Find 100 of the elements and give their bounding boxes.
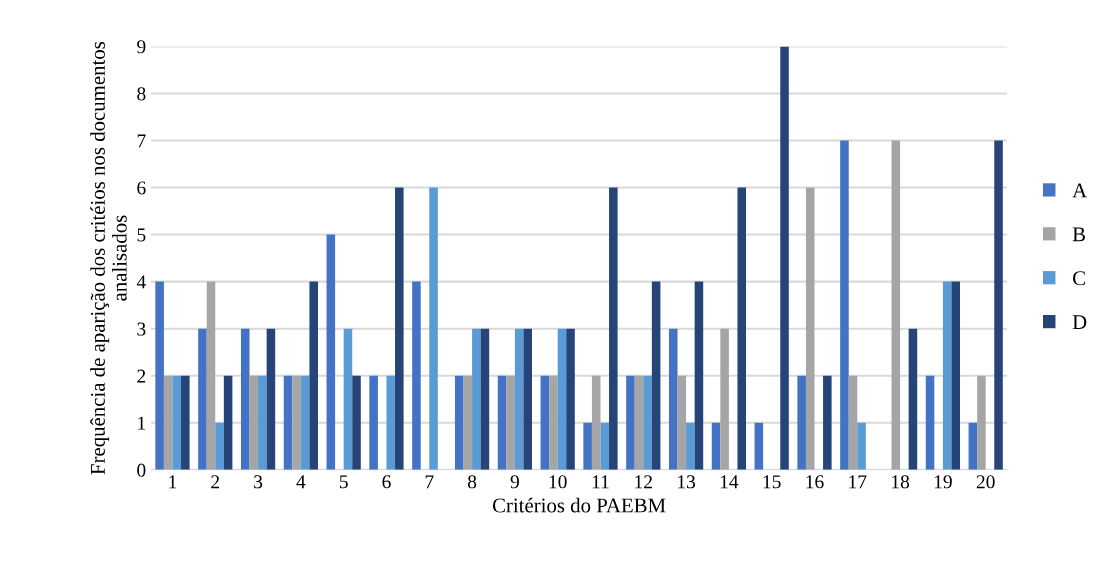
bar [780, 46, 789, 470]
bar [720, 328, 729, 470]
bar [694, 281, 704, 470]
bar [857, 422, 866, 470]
bar [686, 422, 695, 470]
bar [968, 422, 978, 470]
bar [891, 140, 901, 470]
bar [600, 422, 610, 470]
bar [540, 375, 550, 470]
legend-label: D [1072, 315, 1087, 329]
bar [994, 140, 1003, 470]
bar [386, 375, 396, 470]
bar [215, 422, 224, 470]
y-tick-label: 1 [138, 416, 146, 430]
bar [266, 328, 276, 470]
bar [634, 375, 644, 470]
x-tick-label: 6 [382, 475, 391, 489]
bar [326, 234, 336, 470]
bar [472, 328, 481, 470]
x-tick-label: 20 [976, 475, 995, 489]
y-tick-label: 7 [137, 134, 146, 148]
bar [181, 375, 190, 470]
bar [797, 375, 806, 470]
bar [223, 375, 233, 470]
bar [754, 422, 764, 470]
bar [249, 375, 259, 470]
bar [352, 375, 361, 470]
bar [823, 375, 832, 470]
x-tick-label: 15 [763, 475, 781, 489]
bar [343, 328, 353, 470]
bar [805, 187, 815, 470]
bar [549, 375, 558, 470]
x-tick-label: 12 [635, 475, 652, 489]
bar [514, 328, 524, 470]
y-tick-label: 9 [137, 40, 146, 54]
x-tick-label: 11 [592, 475, 609, 489]
y-tick-label: 0 [137, 463, 146, 477]
x-tick-label: 18 [892, 475, 910, 489]
y-tick-label: 4 [136, 275, 146, 289]
bar [463, 375, 473, 470]
bar [711, 422, 721, 470]
bar [609, 187, 618, 470]
bar [977, 375, 986, 470]
bar [155, 281, 164, 470]
bar [677, 375, 687, 470]
bar [429, 187, 438, 470]
bar [292, 375, 301, 470]
bar [523, 328, 532, 470]
bar [942, 281, 952, 470]
legend-label: A [1072, 183, 1088, 198]
bar [566, 328, 575, 470]
bar [591, 375, 601, 470]
bar [309, 281, 318, 470]
bar [163, 375, 173, 470]
x-tick-label: 4 [296, 475, 306, 489]
x-axis-title: Critérios do PAEBM [492, 497, 666, 513]
bar [643, 375, 652, 470]
bar [848, 375, 858, 470]
x-tick-label: 7 [425, 475, 434, 489]
y-tick-label: 3 [137, 322, 146, 336]
bar [497, 375, 507, 470]
x-tick-label: 1 [169, 475, 177, 489]
bar [626, 375, 635, 470]
x-tick-label: 17 [849, 475, 867, 489]
bar [668, 328, 678, 470]
bar [395, 187, 404, 470]
bar [258, 375, 267, 470]
bar [583, 422, 592, 470]
x-tick-label: 13 [678, 475, 696, 489]
x-tick-label: 3 [254, 475, 263, 489]
bar [198, 328, 207, 470]
bar [908, 328, 918, 470]
x-tick-label: 10 [549, 475, 567, 489]
bar [737, 187, 747, 470]
x-tick-label: 16 [806, 475, 824, 489]
bar [557, 328, 567, 470]
x-tick-label: 14 [720, 475, 739, 489]
bar [206, 281, 216, 470]
bar [300, 375, 310, 470]
y-axis-title: Frequência de aparição dos critéios nos documentos analisados [90, 41, 127, 475]
bar [951, 281, 961, 470]
bar [412, 281, 421, 470]
legend-label: B [1072, 227, 1086, 242]
bar [454, 375, 464, 470]
x-tick-label: 8 [467, 475, 477, 489]
bar [240, 328, 250, 470]
y-tick-label: 5 [137, 228, 146, 242]
bar [506, 375, 515, 470]
y-tick-label: 2 [137, 369, 146, 383]
bar [840, 140, 849, 470]
bar [369, 375, 378, 470]
bar [480, 328, 490, 470]
bar [925, 375, 935, 470]
x-tick-label: 2 [211, 475, 220, 489]
y-tick-label: 6 [137, 181, 146, 195]
bar [651, 281, 661, 470]
bar [283, 375, 293, 470]
x-tick-label: 9 [510, 475, 519, 489]
y-tick-label: 8 [137, 87, 146, 101]
x-tick-label: 5 [339, 475, 348, 489]
